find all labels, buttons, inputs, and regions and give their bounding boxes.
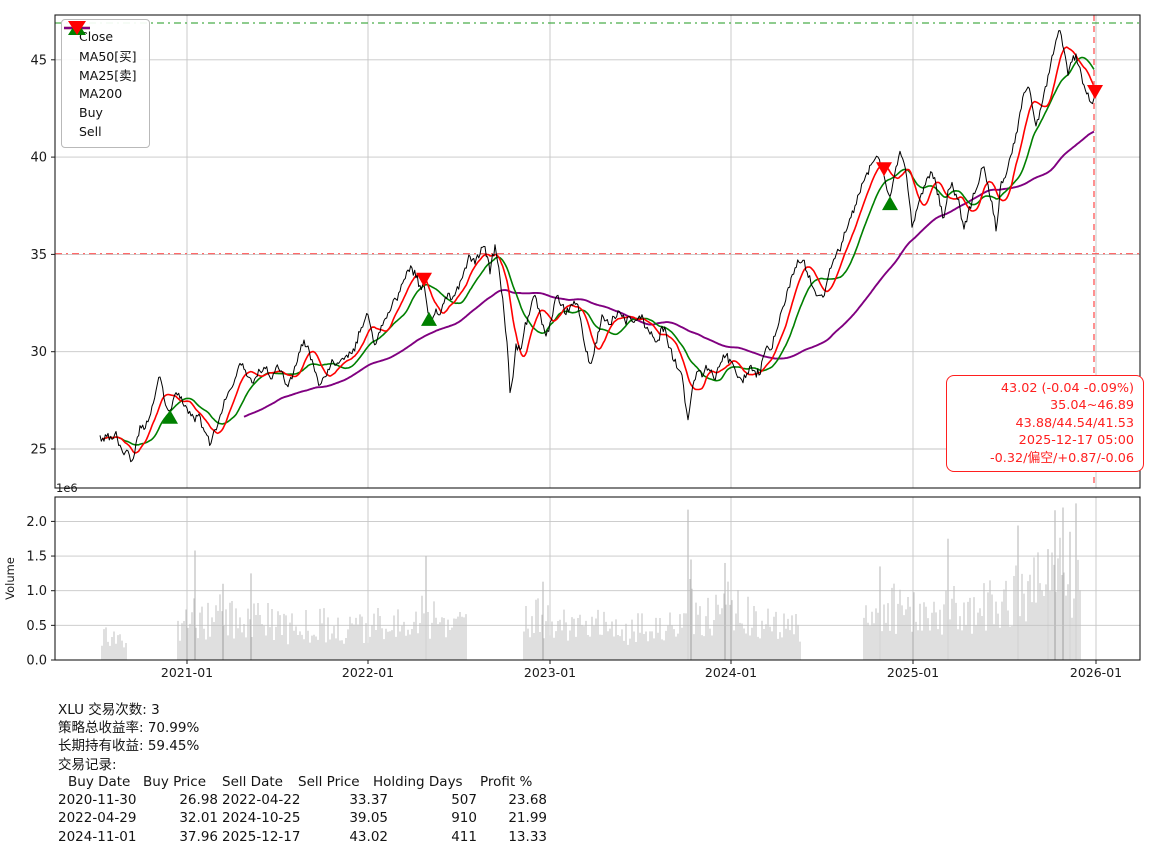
trade-table-cell: 411	[451, 828, 477, 845]
chart-legend: Close MA50[买] MA25[卖] MA200 Buy Sell	[61, 19, 150, 148]
volume-axis-title: Volume	[3, 557, 17, 600]
annotation-line: 35.04~46.89	[1050, 398, 1134, 414]
volume-bars	[101, 503, 1081, 660]
legend-item-ma200: MA200	[64, 26, 137, 103]
annotation-line: -0.32/偏空/+0.87/-0.06	[990, 450, 1134, 466]
volume-tick-label: 0.0	[26, 654, 47, 669]
sell-marker	[876, 162, 892, 177]
x-tick-label: 2026-01	[1070, 665, 1122, 680]
legend-item-ma50: MA50[买]	[64, 26, 137, 65]
legend-item-buy: Buy	[68, 21, 137, 122]
trade-table-header-cell: Sell Price	[298, 774, 360, 790]
trade-table-cell: 2024-10-25	[222, 810, 301, 827]
strategy-stats: XLU 交易次数: 3 策略总收益率: 70.99% 长期持有收益: 59.45…	[58, 701, 199, 774]
annotation-line: 43.02 (-0.04 -0.09%)	[1000, 381, 1134, 396]
trade-table-cell: 507	[451, 792, 477, 809]
legend-label: Buy	[79, 105, 103, 120]
legend-label: Sell	[79, 124, 102, 139]
volume-tick-label: 1.5	[26, 550, 47, 565]
trade-table-header-cell: Sell Date	[222, 774, 283, 790]
legend-label: MA25[卖]	[79, 68, 137, 83]
trade-table-header-cell: Holding Days	[373, 774, 463, 790]
volume-tick-label: 0.5	[26, 619, 47, 634]
buy-marker	[882, 196, 898, 211]
trade-table-header: Buy Date Buy Price Sell Date Sell Price Hold…	[58, 774, 618, 792]
legend-item-ma25: MA25[卖]	[64, 26, 137, 84]
sell-marker	[1087, 85, 1103, 100]
trade-table-cell: 910	[451, 810, 477, 827]
trade-record-table: Buy Date Buy Price Sell Date Sell Price Hold…	[58, 774, 618, 847]
buy-marker	[162, 409, 178, 424]
x-tick-label: 2022-01	[342, 665, 394, 680]
trade-table-cell: 32.01	[179, 810, 218, 827]
x-tick-label: 2025-01	[887, 665, 939, 680]
annotation-line: 2025-12-17 05:00	[1018, 433, 1134, 449]
trade-table-cell: 2024-11-01	[58, 828, 137, 845]
x-tick-label: 2023-01	[524, 665, 576, 680]
trade-table-cell: 2025-12-17	[222, 828, 301, 845]
trade-table-cell: 39.05	[349, 810, 388, 827]
strategy-return-line: 策略总收益率: 70.99%	[58, 720, 200, 737]
trade-table-cell: 2020-11-30	[58, 792, 137, 809]
legend-item-sell: Sell	[68, 21, 137, 141]
volume-tick-label: 2.0	[26, 515, 47, 530]
x-tick-label: 2024-01	[705, 665, 757, 680]
trade-table-row: 2024-11-01 37.96 2025-12-17 43.02 411 13.33	[58, 829, 618, 847]
price-panel-border	[54, 14, 1141, 489]
trade-table-cell: 33.37	[349, 792, 388, 809]
volume-multiplier-label: 1e6	[56, 481, 78, 495]
price-tick-label: 40	[30, 151, 47, 166]
sell-marker	[416, 272, 432, 287]
buy-marker	[421, 311, 437, 326]
price-tick-label: 45	[30, 53, 47, 68]
sell-triangle-icon	[68, 21, 86, 35]
hold-return-line: 长期持有收益: 59.45%	[58, 738, 200, 755]
trade-table-row: 2022-04-29 32.01 2024-10-25 39.05 910 21.99	[58, 810, 618, 828]
legend-label: MA200	[79, 86, 123, 101]
trade-table-header-cell: Buy Date	[68, 774, 131, 790]
trade-table-cell: 26.98	[179, 792, 218, 809]
trade-table-header-cell: Buy Price	[143, 774, 207, 790]
trade-table-cell: 21.99	[508, 810, 547, 827]
last-quote-annotation: 43.02 (-0.04 -0.09%) 35.04~46.89 43.88/44.…	[946, 375, 1144, 473]
x-tick-label: 2021-01	[161, 665, 213, 680]
legend-label: Close	[79, 29, 114, 44]
volume-tick-label: 1.0	[26, 584, 47, 599]
trade-table-cell: 13.33	[508, 828, 547, 845]
trade-count-line: XLU 交易次数: 3	[58, 702, 160, 718]
trade-table-cell: 37.96	[179, 828, 218, 845]
trade-table-cell: 43.02	[349, 828, 388, 845]
trade-table-cell: 23.68	[508, 792, 547, 809]
trade-record-title: 交易记录:	[58, 756, 117, 773]
trade-table-row: 2020-11-30 26.98 2022-04-22 33.37 507 23.68	[58, 792, 618, 810]
trade-table-cell: 2022-04-22	[222, 792, 301, 809]
close-line	[99, 30, 1095, 463]
annotation-line: 43.88/44.54/41.53	[1015, 415, 1134, 431]
price-tick-label: 30	[30, 345, 47, 360]
trade-table-header-cell: Profit %	[480, 774, 533, 790]
price-tick-label: 35	[30, 248, 47, 263]
legend-label: MA50[买]	[79, 49, 137, 64]
trade-table-cell: 2022-04-29	[58, 810, 137, 827]
price-tick-label: 25	[30, 443, 47, 458]
volume-panel-border	[54, 496, 1141, 661]
ma200-line	[243, 130, 1095, 418]
